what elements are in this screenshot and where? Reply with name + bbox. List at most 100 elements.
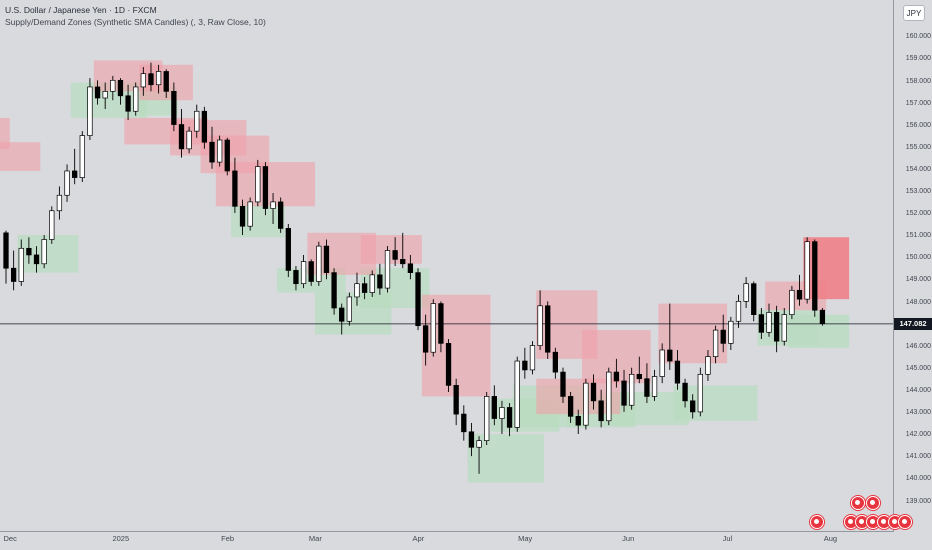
supply-zone <box>360 235 422 264</box>
bullish-candle <box>529 345 536 371</box>
bullish-candle <box>476 440 482 448</box>
bearish-candle <box>232 170 238 207</box>
bearish-candle <box>453 385 459 415</box>
bullish-candle <box>64 170 70 196</box>
bearish-candle <box>590 382 597 402</box>
bullish-candle <box>659 349 665 377</box>
bullish-candle <box>781 314 787 342</box>
bearish-candle <box>751 283 757 315</box>
bearish-candle <box>720 329 726 344</box>
bearish-candle <box>598 400 604 422</box>
date-tick-label: Jul <box>722 534 733 543</box>
date-tick-label: Dec <box>3 534 17 543</box>
bearish-candle <box>339 307 345 322</box>
price-tick-label: 140.000 <box>905 475 931 483</box>
bullish-candle <box>766 312 772 333</box>
bullish-candle <box>102 91 108 99</box>
price-tick-label: 144.000 <box>905 387 931 394</box>
price-tick-label: 143.000 <box>905 409 931 417</box>
price-tick-label: 157.000 <box>905 99 931 107</box>
price-tick-label: 142.000 <box>905 431 931 439</box>
price-tick-label: 153.000 <box>905 188 931 196</box>
indicator-label[interactable]: Supply/Demand Zones (Synthetic SMA Candl… <box>5 17 266 27</box>
bearish-candle <box>667 349 673 362</box>
bullish-candle <box>369 274 375 293</box>
bullish-candle <box>705 356 711 375</box>
bullish-candle <box>484 396 490 441</box>
price-tick-label: 152.000 <box>905 210 931 218</box>
price-tick-label: 155.000 <box>905 143 931 151</box>
current-price-label: 147.082 <box>894 317 932 330</box>
bearish-candle <box>224 139 230 172</box>
bullish-candle <box>110 79 116 92</box>
bearish-candle <box>407 263 414 273</box>
bearish-candle <box>522 360 528 371</box>
bearish-candle <box>682 382 688 402</box>
bearish-candle <box>636 373 642 380</box>
bullish-candle <box>300 261 307 285</box>
bearish-candle <box>575 415 581 426</box>
bullish-candle <box>155 71 162 86</box>
bearish-candle <box>567 396 574 417</box>
bullish-candle <box>499 407 505 419</box>
bearish-candle <box>201 110 208 143</box>
bullish-candle <box>41 239 47 265</box>
bearish-candle <box>445 343 452 386</box>
price-tick-label: 160.000 <box>905 33 931 41</box>
bearish-candle <box>10 267 17 282</box>
price-tick-label: 159.000 <box>905 55 931 63</box>
bullish-candle <box>651 376 658 397</box>
us-flag-event-icon[interactable] <box>898 515 912 529</box>
symbol-title[interactable]: U.S. Dollar / Japanese Yen · 1D · FXCM <box>5 5 157 15</box>
bearish-candle <box>613 371 620 382</box>
bearish-candle <box>758 314 765 333</box>
bearish-candle <box>690 400 696 413</box>
bearish-candle <box>262 166 269 209</box>
bullish-candle <box>49 210 55 240</box>
price-tick-label: 141.000 <box>905 453 931 461</box>
bullish-candle <box>316 245 322 282</box>
bearish-candle <box>163 71 169 92</box>
price-tick-label: 146.000 <box>905 342 931 350</box>
bullish-candle <box>18 247 24 282</box>
bearish-candle <box>461 413 467 433</box>
bearish-candle <box>812 241 818 311</box>
us-flag-event-icon[interactable] <box>851 496 865 510</box>
bearish-candle <box>72 170 78 178</box>
bearish-candle <box>178 124 185 150</box>
price-tick-label: 150.000 <box>905 254 931 262</box>
bearish-candle <box>644 378 650 397</box>
bullish-candle <box>735 301 742 322</box>
bullish-candle <box>712 329 719 357</box>
bullish-candle <box>216 139 223 163</box>
us-flag-event-icon[interactable] <box>866 496 880 510</box>
bullish-candle <box>537 305 543 346</box>
bearish-candle <box>171 91 177 125</box>
bearish-candle <box>331 272 337 309</box>
us-flag-event-icon[interactable] <box>810 515 824 529</box>
bullish-candle <box>804 241 810 300</box>
bearish-candle <box>560 371 566 397</box>
bearish-candle <box>308 261 314 282</box>
bearish-candle <box>209 141 215 163</box>
bullish-candle <box>629 373 635 406</box>
bearish-candle <box>285 228 291 271</box>
currency-button[interactable]: JPY <box>903 5 925 21</box>
bearish-candle <box>491 396 497 419</box>
bearish-candle <box>323 245 330 273</box>
bullish-candle <box>270 201 276 209</box>
supply-zone <box>0 117 10 149</box>
active-supply-zone <box>803 237 850 300</box>
time-axis-border <box>0 531 893 532</box>
date-tick-label: Mar <box>308 534 322 543</box>
price-tick-label: 139.000 <box>905 497 931 505</box>
bullish-candle <box>728 320 734 344</box>
chart-legend: U.S. Dollar / Japanese Yen · 1D · FXCM S… <box>5 4 266 28</box>
demand-zone <box>231 204 285 238</box>
bearish-candle <box>552 351 559 373</box>
bullish-candle <box>133 86 139 112</box>
date-tick-label: Apr <box>412 534 425 543</box>
bullish-candle <box>186 130 192 150</box>
